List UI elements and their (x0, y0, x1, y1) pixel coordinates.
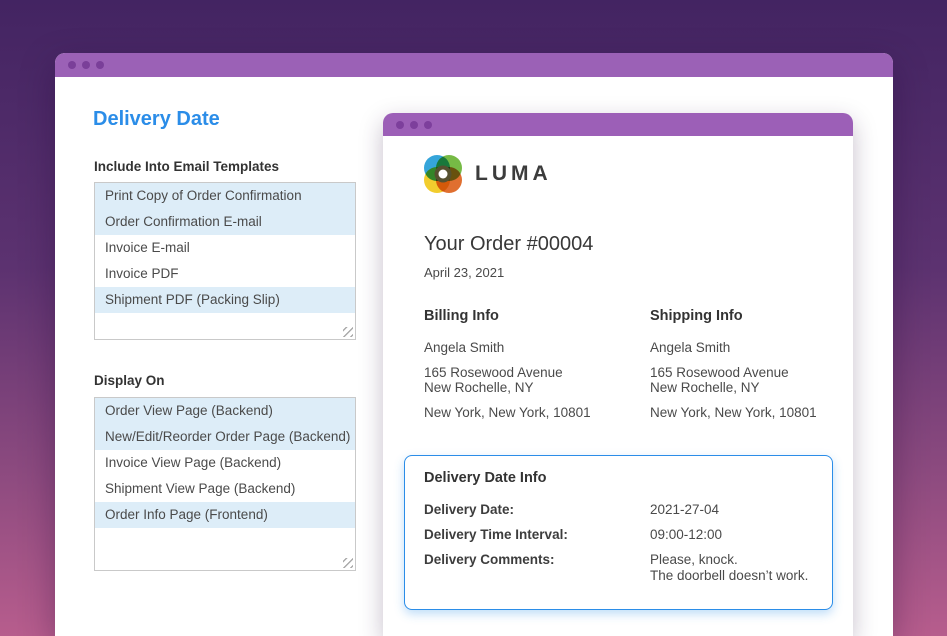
address-columns: Billing Info Angela Smith 165 Rosewood A… (424, 308, 876, 429)
email-body: LUMA Your Order #00004 April 23, 2021 Bi… (383, 136, 853, 636)
list-option[interactable]: Invoice E-mail (105, 240, 190, 255)
order-date: April 23, 2021 (424, 265, 505, 280)
delivery-comments-row: Delivery Comments: Please, knock. The doo… (424, 552, 812, 584)
delivery-interval-row: Delivery Time Interval: 09:00-12:00 (424, 527, 812, 543)
list-option[interactable]: New/Edit/Reorder Order Page (Backend) (95, 424, 355, 450)
billing-address: 165 Rosewood Avenue New Rochelle, NY (424, 364, 563, 396)
list-option[interactable]: Shipment View Page (Backend) (105, 481, 296, 496)
billing-info: Billing Info Angela Smith 165 Rosewood A… (424, 308, 650, 429)
store-logo-text: LUMA (475, 162, 552, 185)
delivery-comments-label: Delivery Comments: (424, 552, 555, 567)
window-control-dot (396, 120, 404, 129)
list-option[interactable]: Order View Page (Backend) (95, 398, 355, 424)
window-control-dot (410, 120, 418, 129)
list-option[interactable]: Print Copy of Order Confirmation (95, 183, 355, 209)
order-title: Your Order #00004 (424, 233, 594, 255)
list-option[interactable]: Shipment PDF (Packing Slip) (95, 287, 355, 313)
resize-grip-icon[interactable] (343, 327, 353, 337)
display-on-multiselect[interactable]: Order View Page (Backend) New/Edit/Reorde… (94, 397, 356, 571)
settings-window: Delivery Date Include Into Email Templat… (55, 53, 893, 636)
delivery-interval-value: 09:00-12:00 (650, 527, 723, 542)
window-control-dot (82, 61, 90, 69)
shipping-info: Shipping Info Angela Smith 165 Rosewood … (650, 308, 876, 429)
window-control-dot (424, 120, 432, 129)
luma-logo-icon (424, 155, 462, 193)
shipping-address: 165 Rosewood Avenue New Rochelle, NY (650, 364, 789, 396)
delivery-comments-value: Please, knock. The doorbell doesn’t work. (650, 552, 809, 583)
delivery-date-label: Delivery Date: (424, 502, 515, 517)
window-control-dot (68, 61, 76, 69)
delivery-interval-label: Delivery Time Interval: (424, 527, 568, 542)
window-control-dot (96, 61, 104, 69)
billing-heading: Billing Info (424, 308, 499, 324)
delivery-date-info-box: Delivery Date Info Delivery Date: 2021-2… (404, 455, 833, 610)
email-preview-window: LUMA Your Order #00004 April 23, 2021 Bi… (383, 113, 853, 636)
billing-name: Angela Smith (424, 340, 505, 355)
shipping-name: Angela Smith (650, 340, 731, 355)
email-templates-label: Include Into Email Templates (94, 159, 280, 174)
delivery-date-value: 2021-27-04 (650, 502, 720, 517)
list-option[interactable]: Invoice PDF (105, 266, 179, 281)
delivery-info-heading: Delivery Date Info (424, 470, 547, 486)
list-option[interactable]: Order Confirmation E-mail (95, 209, 355, 235)
resize-grip-icon[interactable] (343, 558, 353, 568)
page-title: Delivery Date (93, 108, 220, 130)
shipping-heading: Shipping Info (650, 308, 743, 324)
billing-city: New York, New York, 10801 (424, 404, 591, 420)
email-window-titlebar (383, 113, 853, 136)
shipping-city: New York, New York, 10801 (650, 404, 817, 420)
settings-window-titlebar (55, 53, 893, 77)
list-option[interactable]: Order Info Page (Frontend) (95, 502, 355, 528)
display-on-label: Display On (94, 373, 165, 388)
delivery-date-row: Delivery Date: 2021-27-04 (424, 502, 812, 518)
email-templates-multiselect[interactable]: Print Copy of Order Confirmation Order Co… (94, 182, 356, 340)
list-option[interactable]: Invoice View Page (Backend) (105, 455, 282, 470)
store-logo: LUMA (424, 155, 552, 193)
